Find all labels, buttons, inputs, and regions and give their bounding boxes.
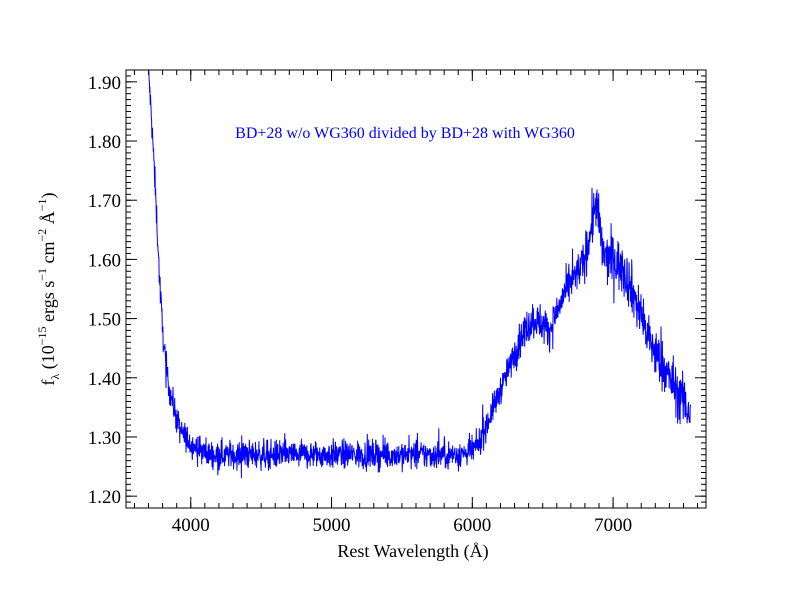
x-tick-label: 4000	[172, 515, 210, 536]
y-tick-label: 1.60	[88, 250, 121, 271]
y-label-mid2: cm	[38, 242, 58, 269]
y-tick-labels: 1.20 1.30 1.40 1.50 1.60 1.70 1.80 1.90	[88, 73, 121, 508]
y-label-mid1: ergs s	[38, 281, 58, 327]
y-tick-label: 1.50	[88, 310, 121, 331]
y-tick-label: 1.90	[88, 73, 121, 94]
y-label-mid3: Å	[38, 211, 58, 229]
y-label-exp2: −1	[35, 268, 49, 281]
y-axis-title: fλ (10−15 ergs s−1 cm−2 Å−1)	[35, 192, 62, 385]
y-tick-label: 1.40	[88, 369, 121, 390]
y-tick-label: 1.20	[88, 487, 121, 508]
x-tick-label: 6000	[453, 515, 491, 536]
x-tick-label: 5000	[313, 515, 351, 536]
x-tick-label: 7000	[594, 515, 632, 536]
y-label-base-sub: λ	[48, 374, 62, 380]
chart-annotation: BD+28 w/o WG360 divided by BD+28 with WG…	[235, 125, 575, 142]
y-tick-label: 1.70	[88, 191, 121, 212]
x-tick-labels: 4000 5000 6000 7000	[172, 515, 632, 536]
major-ticks	[126, 70, 706, 508]
x-axis-title: Rest Wavelength (Å)	[337, 541, 488, 562]
y-label-base: f	[38, 380, 58, 386]
y-label-open: (10	[38, 345, 59, 374]
y-label-exp3: −2	[35, 229, 49, 242]
y-tick-label: 1.30	[88, 428, 121, 449]
y-label-exp1: −15	[35, 326, 49, 345]
minor-ticks	[126, 69, 706, 509]
y-label-close: )	[38, 192, 59, 198]
spectrum-line	[148, 70, 691, 479]
y-label-exp4: −1	[35, 198, 49, 211]
plot-frame	[125, 69, 707, 509]
y-tick-label: 1.80	[88, 132, 121, 153]
